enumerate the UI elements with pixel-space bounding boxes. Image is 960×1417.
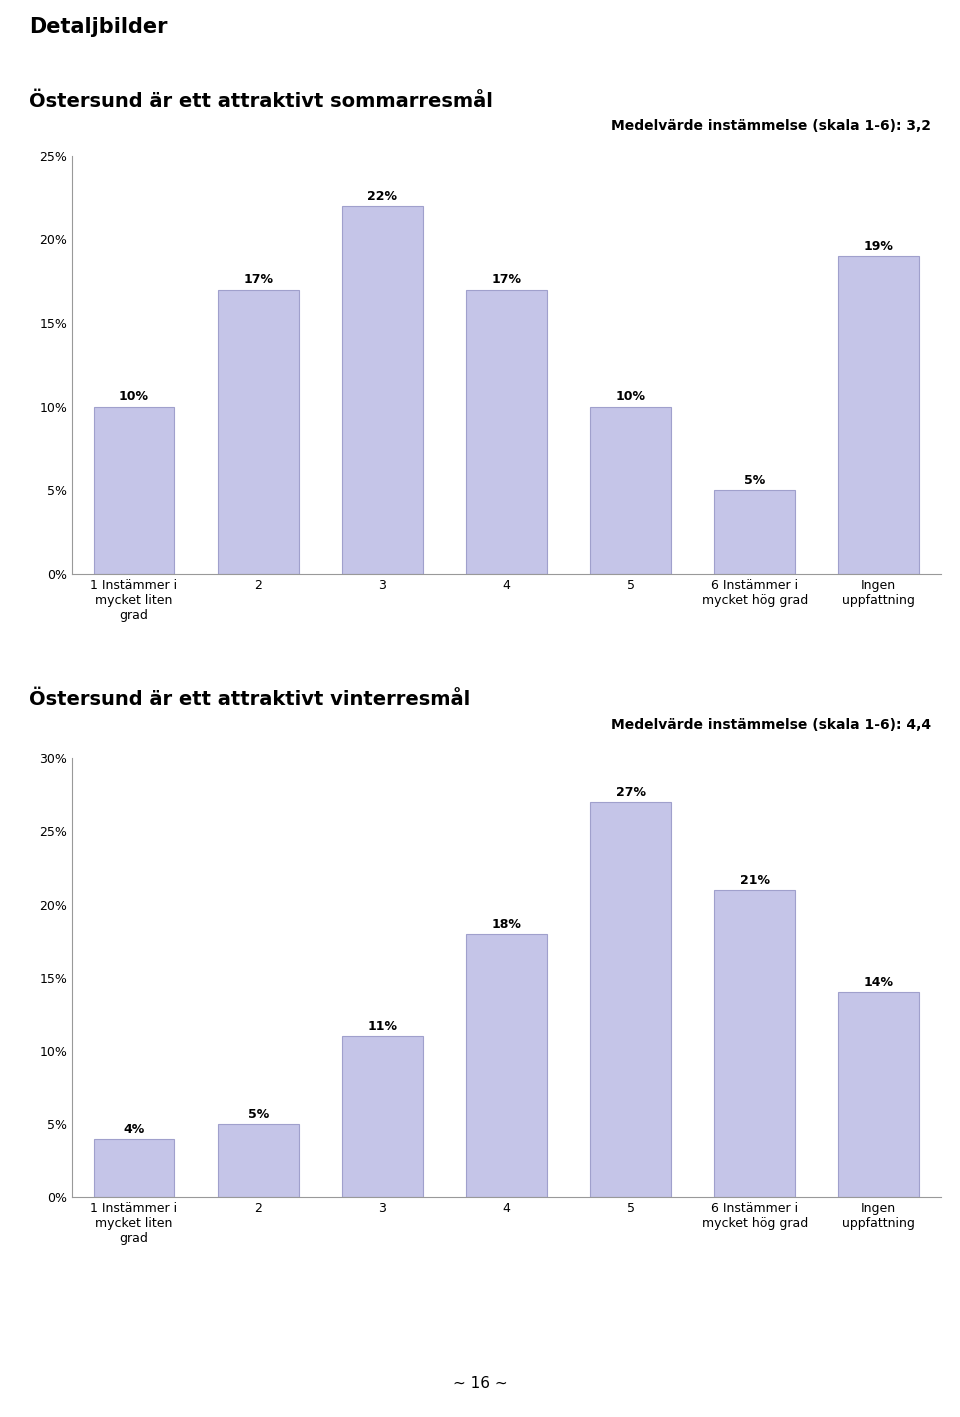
- Text: 4%: 4%: [124, 1122, 145, 1136]
- Text: ~ 16 ~: ~ 16 ~: [453, 1376, 507, 1391]
- Text: 17%: 17%: [243, 273, 274, 286]
- Bar: [94, 1139, 175, 1197]
- Bar: [342, 1036, 422, 1197]
- Text: 5%: 5%: [248, 1108, 269, 1121]
- Text: 10%: 10%: [119, 390, 149, 404]
- Bar: [218, 289, 299, 574]
- Text: 17%: 17%: [492, 273, 521, 286]
- Text: 18%: 18%: [492, 918, 521, 931]
- Bar: [466, 289, 547, 574]
- Text: Medelvärde instämmelse (skala 1-6): 3,2: Medelvärde instämmelse (skala 1-6): 3,2: [612, 119, 931, 133]
- Text: Östersund är ett attraktivt sommarresmål: Östersund är ett attraktivt sommarresmål: [29, 92, 492, 111]
- Bar: [342, 205, 422, 574]
- Bar: [714, 890, 795, 1197]
- Bar: [466, 934, 547, 1197]
- Bar: [714, 490, 795, 574]
- Text: 11%: 11%: [368, 1020, 397, 1033]
- Bar: [838, 256, 919, 574]
- Text: Detaljbilder: Detaljbilder: [29, 17, 167, 37]
- Text: Medelvärde instämmelse (skala 1-6): 4,4: Medelvärde instämmelse (skala 1-6): 4,4: [612, 718, 931, 733]
- Text: Östersund är ett attraktivt vinterresmål: Östersund är ett attraktivt vinterresmål: [29, 690, 470, 708]
- Text: 19%: 19%: [864, 239, 894, 252]
- Bar: [838, 992, 919, 1197]
- Text: 10%: 10%: [615, 390, 645, 404]
- Bar: [590, 407, 671, 574]
- Text: 27%: 27%: [615, 786, 645, 799]
- Text: 22%: 22%: [368, 190, 397, 203]
- Bar: [218, 1124, 299, 1197]
- Text: 5%: 5%: [744, 473, 765, 487]
- Bar: [94, 407, 175, 574]
- Text: 21%: 21%: [739, 874, 770, 887]
- Text: 14%: 14%: [864, 976, 894, 989]
- Bar: [590, 802, 671, 1197]
